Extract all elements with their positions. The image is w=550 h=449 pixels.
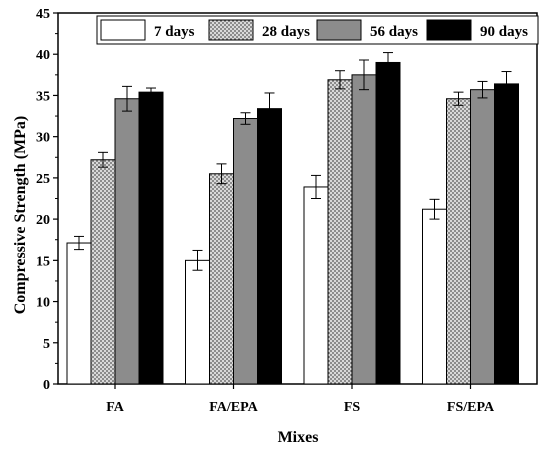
bar <box>90 159 116 385</box>
y-tick-label: 25 <box>36 172 50 187</box>
legend-label: 7 days <box>154 24 195 40</box>
bar <box>422 208 447 385</box>
bar <box>257 108 282 385</box>
legend-swatch <box>426 19 472 41</box>
legend: 7 days 28 days 56 days 90 days <box>96 15 539 45</box>
y-tick-label: 35 <box>36 89 50 104</box>
y-tick-label: 10 <box>36 296 50 311</box>
bar <box>209 173 234 385</box>
bar <box>303 186 329 385</box>
x-tick-label: FS <box>344 400 361 415</box>
y-tick-label: 5 <box>43 337 50 352</box>
bar <box>114 98 140 385</box>
bar <box>233 118 258 385</box>
legend-label: 90 days <box>480 24 528 40</box>
y-tick-label: 20 <box>36 213 50 228</box>
x-tick-label: FA/EPA <box>209 400 258 415</box>
y-tick-label: 30 <box>36 131 50 146</box>
legend-label: 28 days <box>262 24 310 40</box>
y-tick-label: 45 <box>36 7 50 22</box>
bar <box>138 91 164 385</box>
y-axis-title: Compressive Strength (MPa) <box>12 116 29 315</box>
bar <box>66 242 92 385</box>
bar <box>446 98 471 385</box>
y-tick-label: 15 <box>36 254 50 269</box>
y-tick-label: 0 <box>43 378 50 393</box>
x-tick-label: FA <box>106 400 125 415</box>
bar <box>470 89 495 385</box>
x-axis-title: Mixes <box>278 429 319 446</box>
legend-swatch <box>316 19 362 41</box>
legend-swatch <box>208 19 254 41</box>
bar <box>327 79 353 385</box>
x-tick-label: FS/EPA <box>447 400 495 415</box>
bar <box>351 74 377 385</box>
legend-swatch <box>100 19 146 41</box>
legend-label: 56 days <box>370 24 418 40</box>
bar <box>185 259 210 385</box>
bar <box>494 83 519 385</box>
y-tick-label: 40 <box>36 48 50 63</box>
bar <box>375 61 401 385</box>
